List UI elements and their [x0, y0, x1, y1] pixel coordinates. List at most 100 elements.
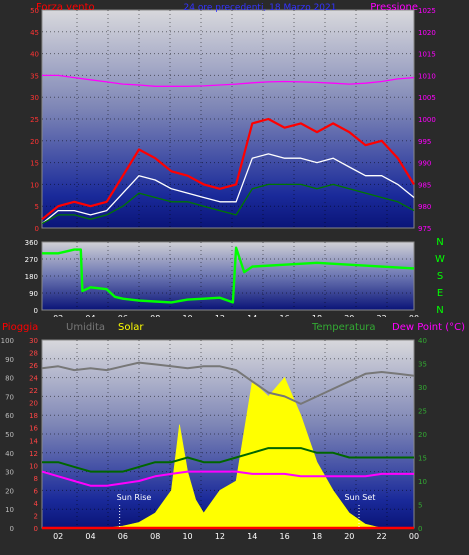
rain-y-tick: 24: [29, 375, 38, 383]
series-temperatura: [42, 447, 414, 473]
x-tick-label: 06: [118, 532, 128, 541]
wind-y-tick: 50: [30, 7, 39, 15]
series-solar: [42, 377, 414, 529]
panel3-ticks: 02 04 06 08 10 12 14 16 18 20 22 000102030405060708…: [1, 337, 427, 541]
direction-y-tick: 0: [34, 307, 38, 315]
pressure-y-tick: 975: [418, 225, 431, 233]
wind-y-tick: 5: [35, 203, 39, 211]
series-dew-point-c-: [41, 470, 414, 487]
rain-y-tick: 2: [34, 512, 38, 520]
panel1-grid: [42, 10, 414, 228]
x-tick-label: 10: [182, 532, 192, 541]
temperature-y-tick: 25: [418, 408, 427, 416]
pressure-y-tick: 1010: [418, 72, 436, 80]
pressure-axis-label: Pressione: [370, 2, 418, 13]
pressure-y-tick: 1000: [418, 116, 436, 124]
compass-label: N: [436, 305, 443, 316]
humidity-y-tick: 20: [5, 487, 14, 495]
rain-y-tick: 10: [29, 462, 38, 470]
x-tick-label: 04: [85, 532, 95, 541]
humidity-y-tick: 50: [5, 431, 14, 439]
rain-y-tick: 16: [29, 425, 38, 433]
pressure-y-tick: 990: [418, 160, 431, 168]
rain-y-tick: 6: [34, 487, 39, 495]
rain-y-tick: 18: [29, 412, 38, 420]
humidity-y-tick: 0: [10, 525, 14, 533]
wind-y-tick: 40: [30, 51, 39, 59]
temperature-y-tick: 40: [418, 337, 427, 345]
direction-y-tick: 90: [29, 290, 38, 298]
humidity-y-tick: 10: [5, 506, 14, 514]
x-tick-label: 16: [280, 532, 290, 541]
temperature-y-tick: 35: [418, 361, 427, 369]
solar-label: Solar: [118, 322, 144, 333]
direction-y-tick: 270: [25, 256, 38, 264]
temperature-y-tick: 5: [418, 502, 422, 510]
x-tick-label: 00: [409, 532, 419, 541]
humidity-y-tick: 90: [5, 356, 14, 364]
series-forza-vento: [41, 117, 415, 221]
x-tick-label: 12: [215, 532, 225, 541]
series-raffica: [41, 153, 415, 225]
temperature-label: Temperatura: [311, 322, 376, 333]
x-tick-label: 02: [53, 532, 63, 541]
rain-y-tick: 0: [34, 525, 38, 533]
dewpoint-label: Dew Point (°C): [392, 322, 465, 333]
direction-y-tick: 180: [25, 273, 38, 281]
wind-y-tick: 35: [30, 72, 39, 80]
rain-y-tick: 4: [34, 500, 39, 508]
wind-axis-label: Forza vento: [36, 2, 95, 13]
rain-y-tick: 26: [29, 362, 38, 370]
series-vento-medio: [41, 183, 415, 225]
pressure-y-tick: 1020: [418, 29, 436, 37]
rain-y-tick: 8: [34, 475, 38, 483]
pressure-y-tick: 1015: [418, 51, 436, 59]
humidity-label: Umidita: [66, 322, 105, 333]
direction-y-tick: 360: [25, 239, 38, 247]
x-tick-label: 22: [377, 532, 387, 541]
sunset-annotation: Sun Set: [345, 493, 376, 502]
rain-label: Pioggia: [2, 322, 38, 333]
pressure-y-tick: 1025: [418, 7, 436, 15]
wind-y-tick: 20: [30, 138, 39, 146]
panel1-series: [41, 74, 415, 225]
temperature-y-tick: 15: [418, 455, 427, 463]
wind-y-tick: 15: [30, 160, 39, 168]
chart-title: 24 ore precedenti, 18 Marzo 2021: [184, 3, 337, 13]
humidity-y-tick: 80: [5, 375, 14, 383]
panel3-series: [41, 361, 415, 530]
temperature-y-tick: 0: [418, 525, 422, 533]
pressure-y-tick: 985: [418, 181, 431, 189]
pressure-y-tick: 995: [418, 138, 431, 146]
x-tick-label: 18: [312, 532, 322, 541]
wind-y-tick: 30: [30, 94, 39, 102]
wind-y-tick: 0: [35, 225, 39, 233]
temperature-y-tick: 20: [418, 431, 427, 439]
compass-label: E: [437, 288, 443, 299]
rain-y-tick: 14: [29, 437, 38, 445]
temperature-y-tick: 30: [418, 384, 427, 392]
rain-y-tick: 30: [29, 337, 38, 345]
compass-label: W: [435, 254, 445, 265]
rain-y-tick: 28: [29, 350, 38, 358]
rain-y-tick: 20: [29, 400, 38, 408]
rain-y-tick: 22: [29, 387, 38, 395]
wind-y-tick: 25: [30, 116, 39, 124]
series-umidita: [41, 361, 415, 405]
wind-y-tick: 10: [30, 181, 39, 189]
sunrise-annotation: Sun Rise: [117, 493, 152, 502]
compass-label: S: [437, 271, 443, 282]
x-tick-label: 08: [150, 532, 160, 541]
panel2-series: [42, 246, 415, 304]
compass-label: N: [436, 237, 443, 248]
humidity-y-tick: 60: [5, 412, 14, 420]
series-direzione-vento: [42, 246, 415, 304]
temperature-y-tick: 10: [418, 478, 427, 486]
pressure-y-tick: 1005: [418, 94, 436, 102]
panel2-plot-area: [41, 241, 415, 311]
humidity-y-tick: 70: [5, 393, 14, 401]
x-tick-label: 20: [344, 532, 354, 541]
x-tick-label: 14: [247, 532, 257, 541]
humidity-y-tick: 30: [5, 469, 14, 477]
